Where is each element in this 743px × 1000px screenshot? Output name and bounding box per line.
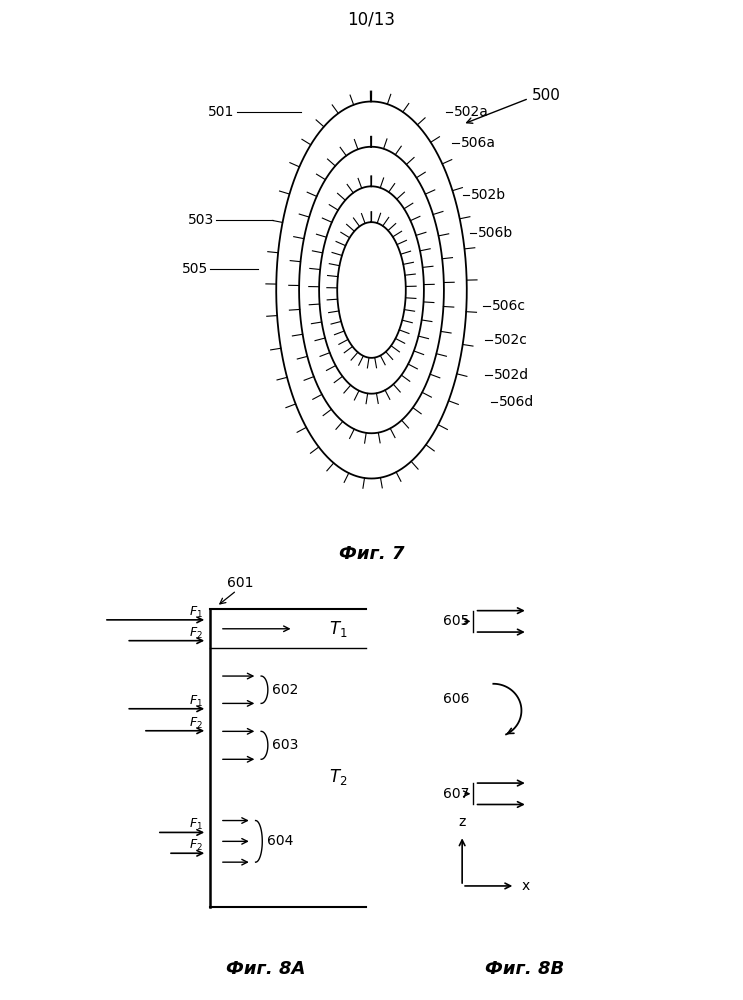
Text: 505: 505: [181, 262, 208, 276]
Text: Фиг. 8В: Фиг. 8В: [485, 960, 564, 978]
Text: 502d: 502d: [493, 368, 529, 382]
Text: 501: 501: [208, 105, 235, 119]
Text: 605: 605: [444, 614, 470, 628]
Text: 506b: 506b: [478, 226, 513, 240]
Text: 603: 603: [273, 738, 299, 752]
Text: $F_1$: $F_1$: [189, 817, 204, 832]
Text: 506a: 506a: [461, 136, 496, 150]
Text: 604: 604: [267, 834, 293, 848]
Text: Фиг. 7: Фиг. 7: [339, 545, 404, 563]
Text: Фиг. 8А: Фиг. 8А: [226, 960, 305, 978]
Text: 503: 503: [188, 213, 214, 227]
Text: 601: 601: [227, 576, 254, 590]
Text: 607: 607: [444, 787, 470, 801]
Text: 602: 602: [273, 683, 299, 697]
Text: $F_1$: $F_1$: [189, 605, 204, 620]
Text: 500: 500: [532, 88, 561, 103]
Text: z: z: [458, 815, 466, 829]
Text: $F_2$: $F_2$: [189, 626, 204, 641]
Text: $F_1$: $F_1$: [189, 694, 204, 709]
Text: $F_2$: $F_2$: [189, 838, 204, 853]
Text: 502a: 502a: [455, 105, 489, 119]
Text: $T_1$: $T_1$: [329, 619, 347, 639]
Text: 606: 606: [444, 692, 470, 706]
Text: 502c: 502c: [493, 333, 528, 347]
Text: 10/13: 10/13: [348, 10, 395, 28]
Text: 506d: 506d: [499, 395, 534, 409]
Text: 502b: 502b: [471, 188, 506, 202]
Text: $T_2$: $T_2$: [329, 767, 347, 787]
Text: 506c: 506c: [492, 299, 525, 313]
Text: $F_2$: $F_2$: [189, 716, 204, 731]
Text: x: x: [522, 879, 530, 893]
